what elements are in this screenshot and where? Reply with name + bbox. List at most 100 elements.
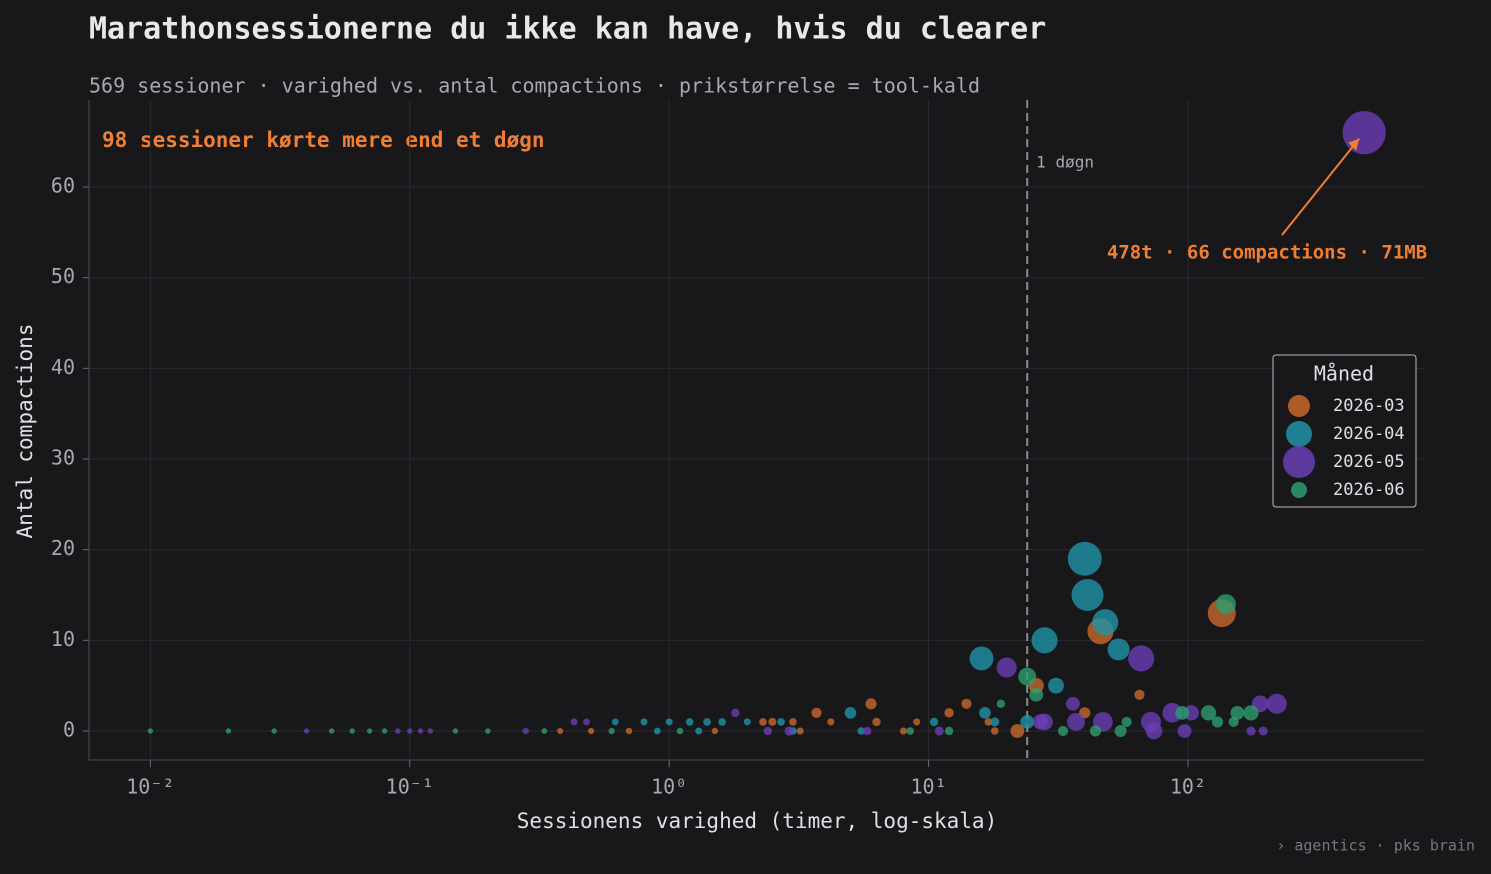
point (759, 718, 767, 726)
point (768, 717, 777, 726)
arrow-head (1348, 138, 1360, 151)
x-tick-label: 10¹ (910, 775, 946, 799)
point (913, 718, 921, 726)
legend-marker (1286, 421, 1312, 447)
point (1215, 594, 1236, 615)
point (1121, 716, 1132, 728)
point (1342, 111, 1386, 155)
annotation-arrow (1281, 138, 1360, 236)
chart-subtitle: 569 sessioner · varighed vs. antal compa… (89, 74, 980, 98)
point (1020, 715, 1035, 729)
point (1065, 696, 1080, 711)
point (1162, 703, 1183, 723)
y-tick-label: 30 (51, 446, 75, 470)
point (271, 728, 277, 734)
legend: Måned 2026-03 2026-04 2026-05 2026-06 (1272, 354, 1417, 508)
legend-label: 2026-05 (1333, 452, 1405, 472)
point (1243, 705, 1259, 721)
point (417, 728, 424, 734)
point (608, 727, 615, 735)
footer: › agentics · pks brain (1276, 837, 1475, 855)
point (1071, 579, 1104, 611)
point (1266, 693, 1287, 714)
point (844, 707, 857, 719)
chart-title: Marathonsessionerne du ikke kan have, hv… (89, 12, 1046, 47)
annotation-text: 478t · 66 compactions · 71MB (1107, 242, 1427, 264)
point (366, 728, 373, 734)
point (570, 718, 578, 726)
point (984, 718, 993, 726)
point (865, 698, 877, 710)
point (711, 727, 718, 735)
point (541, 728, 548, 734)
legend-marker (1288, 395, 1310, 417)
point (1258, 726, 1268, 736)
legend-label: 2026-03 (1333, 396, 1405, 416)
x-tick-label: 10⁰ (651, 775, 687, 799)
point (328, 728, 335, 734)
point (703, 718, 711, 726)
corner-note: 98 sessioner kørte mere end et døgn (102, 128, 545, 152)
point (1067, 712, 1085, 731)
y-tick-label: 0 (63, 717, 75, 741)
point (743, 718, 751, 726)
point (407, 728, 413, 734)
point (996, 699, 1006, 708)
point (961, 698, 972, 709)
legend-label: 2026-06 (1333, 480, 1405, 500)
point (1200, 705, 1217, 721)
point (147, 728, 154, 734)
point (1175, 705, 1190, 720)
point (611, 718, 619, 726)
point (763, 726, 772, 736)
point (1246, 726, 1256, 736)
legend-label: 2026-04 (1333, 424, 1405, 444)
point (349, 728, 355, 734)
point (1211, 716, 1224, 728)
point (934, 726, 944, 736)
point (485, 728, 491, 734)
point (583, 718, 590, 726)
legend-marker (1291, 482, 1307, 498)
x-tick-label: 10² (1170, 775, 1206, 799)
point (1107, 638, 1130, 661)
point (653, 727, 661, 735)
point (1134, 689, 1145, 700)
point (827, 718, 835, 726)
point (695, 727, 703, 735)
point (990, 727, 999, 735)
point (1036, 713, 1053, 731)
point (1067, 541, 1102, 576)
point (1031, 627, 1058, 654)
point (906, 727, 915, 735)
point (587, 727, 595, 735)
point (990, 717, 1000, 727)
point (969, 646, 994, 671)
point (522, 727, 529, 735)
y-tick-label: 20 (51, 536, 75, 560)
point (685, 718, 694, 726)
point (979, 707, 991, 719)
x-axis-label: Sessionens varighed (timer, log-skala) (517, 809, 997, 833)
point (1018, 667, 1037, 686)
point (796, 727, 804, 735)
point (811, 707, 822, 718)
point (557, 728, 564, 734)
point (944, 726, 954, 736)
legend-title: Måned (1314, 362, 1374, 386)
point (944, 708, 954, 718)
point (1089, 725, 1102, 737)
y-axis-label: Antal compactions (13, 324, 37, 539)
point (1092, 609, 1119, 636)
point (1128, 645, 1155, 672)
point (863, 726, 872, 736)
reference-label: 1 døgn (1036, 153, 1094, 172)
point (676, 727, 684, 735)
point (640, 718, 648, 726)
point (857, 727, 865, 735)
point (899, 727, 907, 735)
y-tick-label: 10 (51, 627, 75, 651)
point (731, 708, 740, 718)
